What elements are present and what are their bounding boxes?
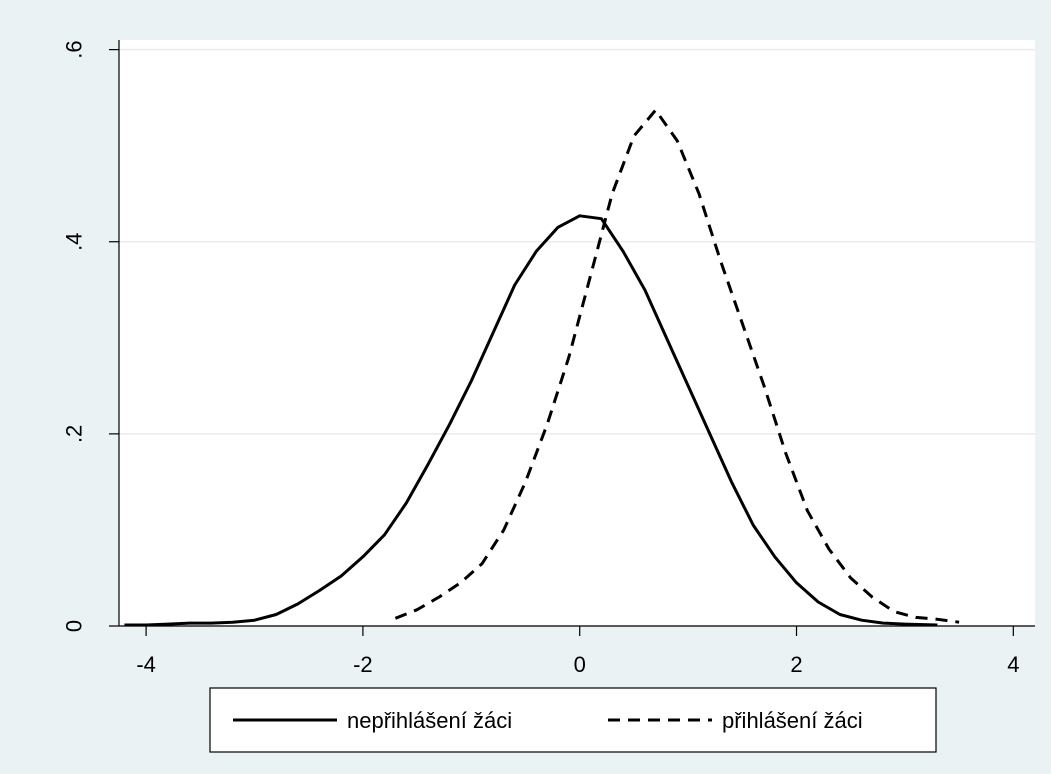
legend: nepřihlášení žáci přihlášení žáci bbox=[209, 687, 937, 753]
x-tick-label-1: -2 bbox=[353, 652, 373, 677]
series-lines bbox=[124, 108, 960, 627]
legend-label-applicants: přihlášení žáci bbox=[722, 708, 863, 733]
x-tick-label-3: 2 bbox=[790, 652, 802, 677]
legend-label-nonapplicants: nepřihlášení žáci bbox=[347, 708, 512, 733]
series-line-nonapplicants bbox=[124, 214, 938, 627]
axes: 0 .2 .4 .6 -4 -2 0 2 4 bbox=[62, 40, 1035, 677]
series-line-applicants bbox=[394, 108, 960, 624]
x-tick-label-2: 0 bbox=[574, 652, 586, 677]
y-tick-label-2: .4 bbox=[62, 233, 87, 251]
x-tick-label-4: 4 bbox=[1007, 652, 1019, 677]
y-tick-label-1: .2 bbox=[62, 425, 87, 443]
legend-box bbox=[209, 687, 937, 753]
plot-area bbox=[119, 40, 1035, 626]
x-tick-label-0: -4 bbox=[136, 652, 156, 677]
y-tick-label-3: .6 bbox=[62, 40, 87, 58]
y-tick-label-0: 0 bbox=[62, 620, 87, 632]
